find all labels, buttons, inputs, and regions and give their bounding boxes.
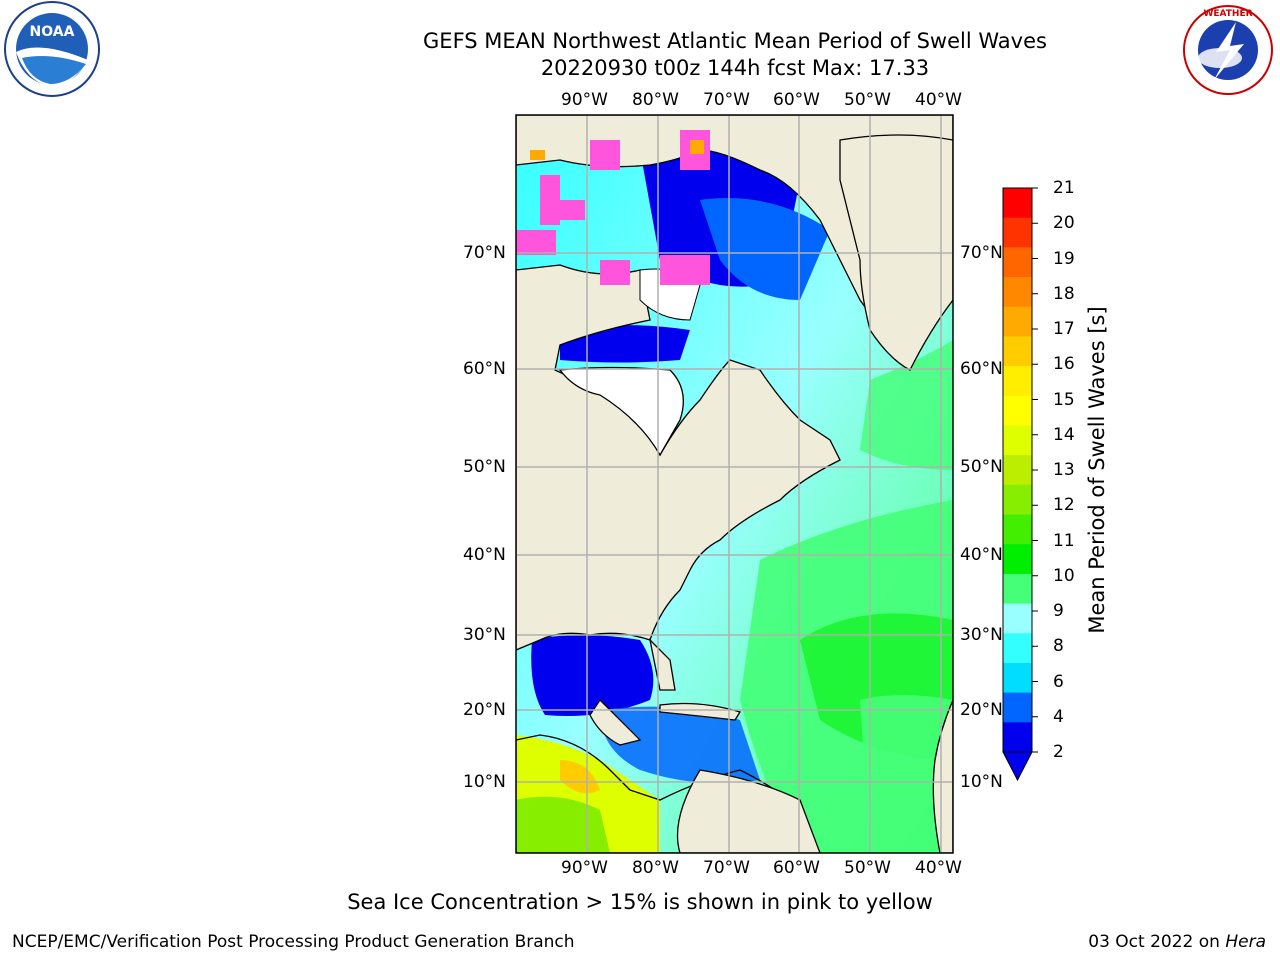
colorbar-tick-label: 13	[1053, 460, 1075, 480]
lon-label-top: 90°W	[561, 90, 608, 110]
lat-label-right: 20°N	[960, 700, 1003, 720]
footnote: Sea Ice Concentration > 15% is shown in …	[0, 890, 1280, 914]
lat-label-left: 20°N	[463, 700, 506, 720]
date-stamp-host: Hera	[1225, 932, 1266, 952]
colorbar-segment	[1003, 692, 1032, 723]
colorbar-tick-label: 8	[1053, 636, 1064, 657]
lon-label-top: 70°W	[703, 90, 750, 110]
lon-label-bottom: 40°W	[915, 858, 962, 878]
date-stamp: 03 Oct 2022 on Hera	[1088, 932, 1266, 952]
lon-label-top: 40°W	[915, 90, 962, 110]
colorbar	[1002, 187, 1038, 782]
colorbar-tick-label: 19	[1053, 248, 1075, 269]
lat-label-left: 50°N	[463, 457, 506, 477]
lat-label-right: 60°N	[960, 359, 1003, 379]
colorbar-segment	[1003, 277, 1032, 308]
nws-logo: WEATHER	[1183, 5, 1273, 95]
colorbar-segment	[1003, 188, 1032, 219]
lon-label-bottom: 90°W	[561, 858, 608, 878]
lat-label-right: 50°N	[960, 457, 1003, 477]
colorbar-title: Mean Period of Swell Waves [s]	[1085, 306, 1109, 634]
colorbar-tick-label: 16	[1053, 354, 1075, 375]
map-frame	[515, 114, 954, 854]
lat-label-left: 40°N	[463, 545, 506, 565]
lat-label-left: 70°N	[463, 243, 506, 263]
colorbar-tick-label: 9	[1053, 601, 1064, 621]
graticule	[516, 115, 953, 853]
colorbar-tick-label: 2	[1053, 742, 1064, 762]
colorbar-segment	[1003, 455, 1032, 486]
colorbar-segment	[1003, 633, 1032, 664]
colorbar-tick-label: 6	[1053, 671, 1064, 692]
lat-label-right: 40°N	[960, 545, 1003, 565]
lat-label-right: 70°N	[960, 243, 1003, 263]
colorbar-tick-label: 18	[1053, 283, 1075, 304]
colorbar-segment	[1003, 395, 1032, 426]
lon-label-top: 50°W	[844, 90, 891, 110]
lon-label-top: 80°W	[632, 90, 679, 110]
colorbar-segment	[1003, 336, 1032, 367]
svg-text:WEATHER: WEATHER	[1203, 9, 1252, 19]
lat-label-left: 60°N	[463, 359, 506, 379]
colorbar-segment	[1003, 217, 1032, 248]
colorbar-segment	[1003, 247, 1032, 278]
colorbar-tick-label: 21	[1053, 178, 1075, 198]
chart-title: GEFS MEAN Northwest Atlantic Mean Period…	[423, 29, 1047, 53]
colorbar-tick-label: 12	[1053, 495, 1075, 516]
colorbar-segment	[1003, 425, 1032, 456]
noaa-logo: NOAA	[4, 1, 100, 97]
footnote-text: Sea Ice Concentration > 15% is shown in …	[347, 890, 933, 914]
colorbar-segment	[1003, 722, 1032, 753]
lat-label-right: 10°N	[960, 772, 1003, 792]
chart-subtitle: 20220930 t00z 144h fcst Max: 17.33	[540, 56, 930, 80]
colorbar-segment	[1003, 306, 1032, 337]
sea-ice	[516, 130, 710, 285]
lat-label-left: 10°N	[463, 772, 506, 792]
colorbar-extend-arrow	[1002, 751, 1033, 782]
credit-text: NCEP/EMC/Verification Post Processing Pr…	[12, 932, 575, 952]
lon-label-bottom: 80°W	[632, 858, 679, 878]
colorbar-tick-label: 15	[1053, 389, 1075, 410]
lat-label-left: 30°N	[463, 625, 506, 645]
colorbar-tick-label: 11	[1053, 530, 1075, 551]
colorbar-tick-label: 20	[1053, 213, 1075, 234]
colorbar-tick-label: 14	[1053, 424, 1075, 445]
colorbar-segment	[1003, 484, 1032, 516]
colorbar-tick-label: 17	[1053, 319, 1075, 339]
colorbar-tick-label: 10	[1053, 565, 1075, 586]
colorbar-segment	[1003, 603, 1032, 634]
lon-label-bottom: 50°W	[844, 858, 891, 878]
lon-label-top: 60°W	[773, 90, 820, 110]
colorbar-segment	[1003, 662, 1032, 694]
colorbar-segment	[1003, 366, 1032, 397]
lon-label-bottom: 70°W	[703, 858, 750, 878]
date-stamp-date: 03 Oct 2022 on	[1088, 932, 1220, 952]
lon-label-bottom: 60°W	[773, 858, 820, 878]
lat-label-right: 30°N	[960, 625, 1003, 645]
colorbar-segment	[1003, 573, 1032, 605]
colorbar-tick-label: 4	[1053, 706, 1064, 727]
colorbar-segment	[1003, 514, 1032, 545]
svg-text:NOAA: NOAA	[30, 24, 75, 40]
colorbar-segment	[1003, 544, 1032, 575]
